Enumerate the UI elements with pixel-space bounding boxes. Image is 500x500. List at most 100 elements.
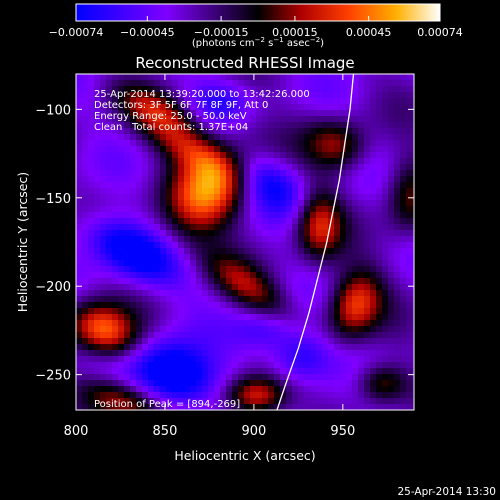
heatmap-cell xyxy=(376,272,383,279)
heatmap-cell xyxy=(400,128,407,135)
heatmap-cell xyxy=(184,356,191,363)
heatmap-cell xyxy=(358,176,365,183)
heatmap-cell xyxy=(226,188,233,195)
heatmap-cell xyxy=(88,80,95,87)
heatmap-cell xyxy=(196,254,203,261)
heatmap-cell xyxy=(286,230,293,237)
heatmap-cell xyxy=(238,320,245,327)
heatmap-cell xyxy=(88,128,95,135)
heatmap-cell xyxy=(406,380,413,387)
heatmap-cell xyxy=(172,104,179,111)
heatmap-cell xyxy=(154,392,161,399)
heatmap-cell xyxy=(112,290,119,297)
heatmap-cell xyxy=(400,134,407,141)
heatmap-cell xyxy=(376,128,383,135)
heatmap-cell xyxy=(184,170,191,177)
heatmap-cell xyxy=(256,230,263,237)
heatmap-cell xyxy=(124,86,131,93)
heatmap-cell xyxy=(100,260,107,267)
heatmap-cell xyxy=(400,146,407,153)
heatmap-cell xyxy=(388,350,395,357)
heatmap-cell xyxy=(292,272,299,279)
heatmap-cell xyxy=(292,314,299,321)
heatmap-cell xyxy=(88,86,95,93)
heatmap-cell xyxy=(280,128,287,135)
heatmap-cell xyxy=(112,254,119,261)
heatmap-cell xyxy=(412,380,414,387)
heatmap-cell xyxy=(160,374,167,381)
heatmap-cell xyxy=(310,212,317,219)
heatmap-cell xyxy=(250,338,257,345)
heatmap-cell xyxy=(124,158,131,165)
heatmap-cell xyxy=(286,362,293,369)
heatmap-cell xyxy=(214,278,221,285)
heatmap-cell xyxy=(274,170,281,177)
heatmap-cell xyxy=(244,212,251,219)
heatmap-cell xyxy=(370,98,377,105)
heatmap-cell xyxy=(364,302,371,309)
heatmap-cell xyxy=(340,80,347,87)
heatmap-cell xyxy=(178,338,185,345)
heatmap-cell xyxy=(352,158,359,165)
heatmap-cell xyxy=(190,128,197,135)
heatmap-cell xyxy=(310,278,317,285)
heatmap-cell xyxy=(142,260,149,267)
heatmap-cell xyxy=(160,236,167,243)
heatmap-cell xyxy=(142,128,149,135)
heatmap-cell xyxy=(334,260,341,267)
heatmap-cell xyxy=(118,218,125,225)
heatmap-cell xyxy=(298,146,305,153)
heatmap-cell xyxy=(316,122,323,129)
heatmap-cell xyxy=(292,350,299,357)
heatmap-cell xyxy=(382,110,389,117)
heatmap-cell xyxy=(328,356,335,363)
heatmap-cell xyxy=(124,290,131,297)
heatmap-cell xyxy=(328,140,335,147)
annotation-energy-range: Energy Range: 25.0 - 50.0 keV xyxy=(94,111,247,122)
heatmap-cell xyxy=(406,146,413,153)
heatmap-cell xyxy=(268,188,275,195)
heatmap-cell xyxy=(82,344,89,351)
heatmap-cell xyxy=(220,260,227,267)
heatmap-cell xyxy=(196,200,203,207)
heatmap-cell xyxy=(400,122,407,129)
heatmap-cell xyxy=(358,188,365,195)
y-axis-label: Heliocentric Y (arcsec) xyxy=(15,172,30,312)
heatmap-cell xyxy=(262,404,269,410)
heatmap-cell xyxy=(136,182,143,189)
heatmap-cell xyxy=(154,212,161,219)
heatmap-cell xyxy=(388,218,395,225)
heatmap-cell xyxy=(388,380,395,387)
heatmap-cell xyxy=(196,230,203,237)
heatmap-cell xyxy=(364,248,371,255)
heatmap-cell xyxy=(226,92,233,99)
heatmap-cell xyxy=(382,338,389,345)
heatmap-cell xyxy=(94,122,101,129)
heatmap-cell xyxy=(124,98,131,105)
heatmap-cell xyxy=(376,116,383,123)
heatmap-cell xyxy=(412,128,414,135)
heatmap-cell xyxy=(112,404,119,410)
heatmap-cell xyxy=(292,332,299,339)
heatmap-cell xyxy=(82,230,89,237)
heatmap-cell xyxy=(310,308,317,315)
heatmap-cell xyxy=(412,404,414,410)
heatmap-cell xyxy=(316,374,323,381)
heatmap-cell xyxy=(334,362,341,369)
heatmap-cell xyxy=(340,296,347,303)
heatmap-cell xyxy=(178,386,185,393)
heatmap-cell xyxy=(214,386,221,393)
heatmap-cell xyxy=(412,392,414,399)
heatmap-cell xyxy=(268,296,275,303)
heatmap-cell xyxy=(400,344,407,351)
heatmap-cell xyxy=(232,272,239,279)
heatmap-cell xyxy=(94,344,101,351)
heatmap-cell xyxy=(394,98,401,105)
heatmap-cell xyxy=(298,278,305,285)
heatmap-cell xyxy=(292,242,299,249)
heatmap-cell xyxy=(388,368,395,375)
heatmap-cell xyxy=(220,122,227,129)
heatmap-cell xyxy=(118,386,125,393)
heatmap-cell xyxy=(352,212,359,219)
heatmap-cell xyxy=(244,98,251,105)
